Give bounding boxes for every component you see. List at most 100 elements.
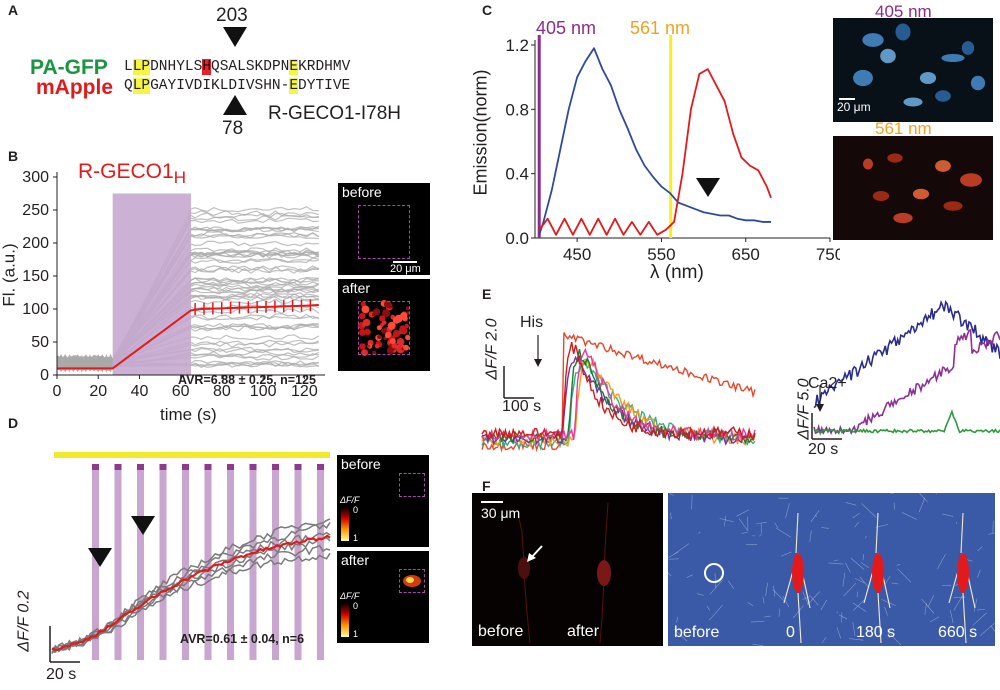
dendrite-background bbox=[747, 602, 754, 606]
dendrite-background bbox=[854, 521, 859, 528]
response-trace bbox=[481, 341, 756, 441]
micrograph-405: 20 μm bbox=[833, 18, 993, 122]
dendrite-background bbox=[853, 598, 867, 611]
time-label-0: 0 bbox=[786, 624, 795, 641]
dendrite-background bbox=[778, 608, 781, 617]
ca-arrow-head bbox=[816, 404, 824, 412]
x-tick-label: 450 bbox=[563, 245, 591, 264]
dendrite-background bbox=[890, 493, 895, 495]
dendrite-background bbox=[860, 562, 869, 569]
cell-trace bbox=[56, 206, 319, 371]
dendrite-background bbox=[884, 606, 888, 616]
micrograph-561 bbox=[833, 136, 993, 240]
dendrite-background bbox=[918, 493, 928, 502]
cell-spot bbox=[382, 309, 390, 317]
y-tick-label: 0.8 bbox=[505, 100, 529, 119]
dendrite-background bbox=[669, 493, 674, 496]
pulse-column bbox=[182, 470, 189, 660]
dendrite-background bbox=[859, 576, 870, 588]
panel-e-left-ylabel: ΔF/F 2.0 bbox=[483, 318, 501, 380]
dendrite-background bbox=[990, 625, 995, 632]
dendrite-background bbox=[918, 497, 926, 513]
dendrite-background bbox=[843, 582, 857, 597]
cell-spot bbox=[381, 328, 387, 334]
construct-label: R-GECO1-I78H bbox=[268, 103, 402, 124]
dendrite-background bbox=[949, 609, 954, 624]
x-tick-label: 80 bbox=[213, 383, 231, 400]
dendrite-background bbox=[972, 612, 987, 626]
dendrite-background bbox=[861, 503, 877, 518]
neuron-soma bbox=[872, 553, 884, 593]
dendrite-background bbox=[924, 603, 927, 615]
pulse-marker bbox=[294, 464, 302, 470]
colorbar-bottom: 1 bbox=[353, 533, 359, 543]
dendrite-background bbox=[807, 591, 820, 605]
line-405-label: 405 nm bbox=[536, 18, 597, 38]
dendrite-background bbox=[884, 575, 891, 586]
x-tick-label: 40 bbox=[131, 383, 149, 400]
scale-bar bbox=[481, 501, 503, 503]
dendrite-background bbox=[988, 532, 995, 535]
x-tick-label: 20 bbox=[89, 383, 107, 400]
cell-trace bbox=[51, 536, 331, 653]
cell-spot bbox=[387, 321, 396, 330]
after-label: after bbox=[342, 280, 371, 296]
dendrite-background bbox=[896, 564, 901, 566]
dendrite-background bbox=[897, 568, 912, 583]
micrograph-before-b: before 20 μm bbox=[338, 183, 430, 275]
roi-circle bbox=[704, 563, 724, 583]
dendrite-background bbox=[845, 502, 857, 506]
dendrite-background bbox=[772, 589, 785, 602]
cell-trace bbox=[56, 346, 319, 371]
panel-label-d: D bbox=[8, 415, 19, 431]
cell-spot bbox=[389, 338, 396, 345]
cell-561 bbox=[887, 153, 903, 163]
dendrite-background bbox=[856, 591, 859, 598]
cell-405 bbox=[935, 90, 951, 102]
cell-spot bbox=[359, 329, 366, 336]
dendrite-background bbox=[842, 572, 846, 587]
residue-203: 203 bbox=[216, 5, 248, 26]
dendrite-background bbox=[670, 512, 672, 520]
dendrite-background bbox=[810, 510, 820, 522]
y-tick-label: 0.4 bbox=[505, 165, 529, 184]
cell-spot bbox=[400, 312, 408, 320]
x-tick-label: 0 bbox=[53, 383, 62, 400]
panel-label-c: C bbox=[482, 2, 493, 18]
dendrite-background bbox=[977, 608, 986, 611]
after-label: after bbox=[567, 623, 600, 640]
cell-spot bbox=[376, 325, 382, 331]
y-tick-label: 200 bbox=[22, 235, 49, 252]
panel-e-left-chart bbox=[481, 332, 756, 453]
ca-trace bbox=[813, 299, 1000, 409]
cell-spot bbox=[405, 306, 410, 311]
cell-spot bbox=[364, 329, 371, 336]
pulse-column bbox=[114, 470, 122, 660]
dendrite-background bbox=[696, 593, 704, 596]
panel-label-a: A bbox=[8, 2, 19, 18]
roi-box bbox=[358, 205, 410, 259]
before-label: before bbox=[341, 456, 381, 472]
cell-spot bbox=[372, 350, 377, 355]
panel-d-chart bbox=[49, 452, 331, 663]
y-tick-label: 150 bbox=[22, 268, 49, 285]
micrograph-after-d: after ΔF/F 0 1 bbox=[337, 551, 429, 643]
mean-trace bbox=[51, 534, 331, 652]
pulse-marker bbox=[227, 464, 234, 470]
dendrite-background bbox=[852, 512, 860, 519]
sequence-row-1: LLPDNHYLSHQSALSKDPNEKRDHMV bbox=[124, 59, 351, 75]
scale-label: 30 μm bbox=[481, 505, 521, 521]
dendrite-background bbox=[833, 559, 839, 562]
dendrite-background bbox=[836, 627, 841, 639]
y-tick-label: 100 bbox=[22, 301, 49, 318]
illumination-window bbox=[112, 193, 191, 375]
pulse-column bbox=[92, 470, 99, 660]
cell-spot bbox=[396, 345, 405, 354]
response-trace bbox=[481, 332, 756, 453]
dendrite-background bbox=[709, 605, 723, 621]
micrograph-before-d: before ΔF/F 0 1 bbox=[337, 455, 429, 547]
time-label-660: 660 s bbox=[938, 624, 978, 641]
light-bar bbox=[54, 452, 330, 458]
y-tick-label: 0.0 bbox=[505, 229, 529, 248]
dendrite-background bbox=[935, 493, 938, 495]
